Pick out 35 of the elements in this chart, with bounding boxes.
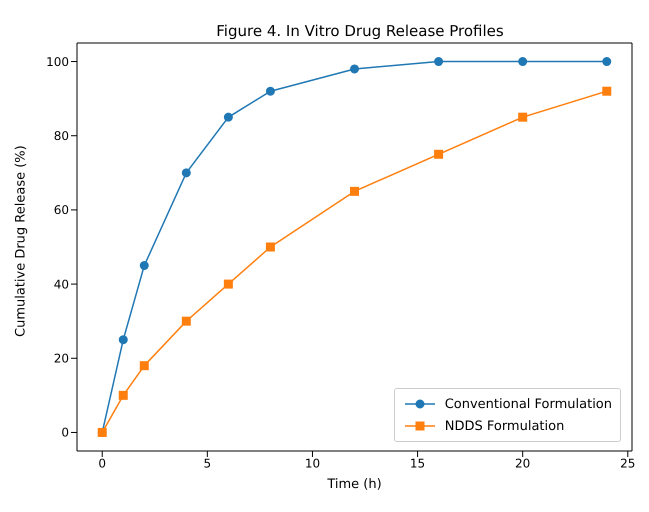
y-tick-label: 80 [54, 128, 69, 143]
point [182, 168, 191, 178]
y-tick-label: 20 [54, 352, 69, 366]
point [224, 112, 233, 122]
legend-label: Conventional Formulation [444, 396, 612, 412]
point [266, 242, 275, 252]
point [182, 316, 191, 326]
x-tick-label: 15 [410, 456, 426, 471]
point [434, 57, 444, 66]
y-tick-label: 0 [61, 426, 69, 440]
point [518, 57, 528, 66]
y-tick-label: 100 [46, 54, 69, 69]
point [266, 86, 275, 96]
chart-title: Figure 4. In Vitro Drug Release Profiles [215, 22, 505, 40]
x-tick-label: 5 [204, 456, 212, 471]
point [140, 261, 149, 270]
y-axis-title: Cumulative Drug Release (%) [14, 145, 29, 337]
legend-label: NDDS Formulation [444, 418, 564, 434]
point [434, 150, 444, 159]
y-tick-label: 60 [54, 203, 69, 218]
x-tick-label: 25 [620, 456, 636, 471]
x-tick-label: 0 [98, 456, 106, 471]
point [602, 86, 612, 96]
point [350, 186, 359, 196]
x-tick-label: 20 [515, 456, 530, 471]
point [518, 112, 528, 122]
point [140, 361, 149, 370]
y-tick-label: 40 [54, 277, 69, 292]
point [118, 335, 128, 344]
point [602, 57, 612, 66]
point [350, 64, 359, 74]
point [224, 280, 233, 289]
point [118, 390, 128, 400]
x-axis-title: Time (h) [326, 477, 382, 492]
x-tick-label: 10 [304, 456, 320, 471]
